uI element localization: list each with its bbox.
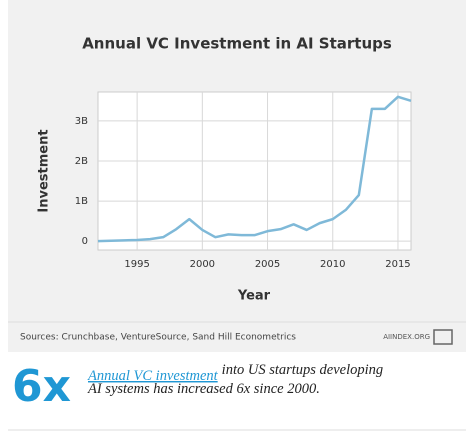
- x-tick-label: 2010: [320, 259, 345, 270]
- line: [97, 95, 412, 243]
- y-tick-label: 3B: [75, 116, 88, 127]
- x-tick-label: 2015: [385, 259, 410, 270]
- x-tick-label: 1995: [124, 259, 149, 270]
- source: Sources: Crunchbase, VentureSource, Sand…: [20, 333, 296, 343]
- y-tick-label: 0: [82, 236, 88, 247]
- y-axis-label: Investment: [37, 129, 52, 212]
- x-axis-label: Year: [237, 289, 271, 304]
- callout-text: into US startups developing AI systems h…: [88, 362, 384, 397]
- chart-title: Annual VC Investment in AI Startups: [82, 35, 392, 53]
- callout-figure: 6x: [12, 361, 71, 412]
- y-tick-label: 1B: [75, 196, 88, 207]
- brand: AIINDEX.ORG: [383, 333, 430, 341]
- plot: 0 1B 2B 3B 1995 2000 2005 2010 2015: [75, 92, 412, 270]
- plot-area: [97, 91, 412, 251]
- y-tick-label: 2B: [75, 156, 88, 167]
- callout-link[interactable]: Annual VC investment: [87, 368, 219, 384]
- x-tick-label: 2000: [190, 259, 215, 270]
- callout-line: Annual VC investment: [87, 368, 219, 384]
- x-tick-label: 2005: [255, 259, 280, 270]
- brand-logo: [433, 329, 453, 345]
